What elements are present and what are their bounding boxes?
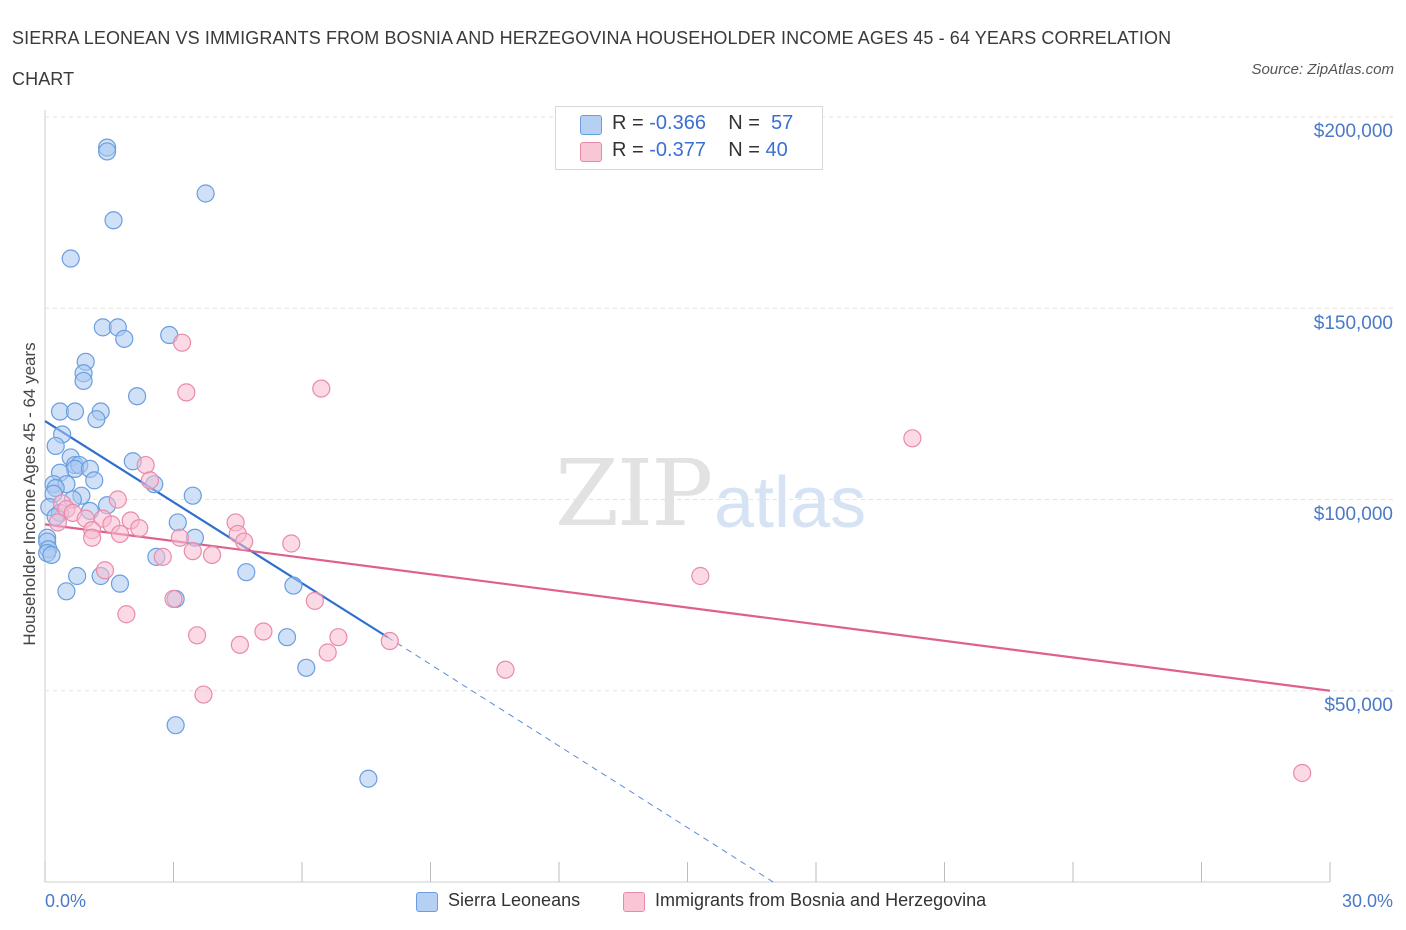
y-tick-label: $50,000 [1324,695,1393,716]
point-bosnia [254,622,273,641]
legend-swatch-blue [416,892,438,912]
point-bosnia [187,626,207,645]
point-bosnia [202,545,222,565]
r-label: R = [612,139,650,161]
point-sierra-leonean [57,582,76,601]
y-tick-label: $150,000 [1313,313,1393,334]
point-bosnia [230,635,249,654]
trend-line-bosnia [44,523,1331,692]
x-tick-label-min: 0.0% [45,891,87,911]
chart-source: Source: ZipAtlas.com [1251,61,1394,78]
point-sierra-leonean [166,716,185,735]
point-sierra-leonean [46,436,65,456]
point-bosnia [83,528,102,547]
point-sierra-leonean [68,566,87,586]
point-bosnia [691,566,710,586]
n-label: N = [728,139,766,161]
r-value: -0.366 [649,112,706,134]
point-bosnia [130,519,149,538]
point-sierra-leonean [237,563,256,582]
point-sierra-leonean [87,410,106,429]
point-bosnia [903,429,922,448]
legend-swatch-pink [580,142,602,162]
point-bosnia [170,528,190,547]
point-bosnia [235,532,254,551]
legend-label: Sierra Leoneans [448,890,581,910]
point-sierra-leonean [74,371,93,391]
legend-swatch-pink [623,892,645,912]
data-points [38,138,1312,788]
n-value: 57 [771,112,794,134]
point-bosnia [1293,763,1312,783]
point-sierra-leonean [65,402,85,421]
n-value: 40 [765,139,788,161]
point-sierra-leonean [127,387,147,406]
point-sierra-leonean [183,486,202,505]
r-label: R = [612,112,650,134]
point-sierra-leonean [42,545,61,565]
point-sierra-leonean [297,658,316,677]
point-sierra-leonean [277,628,297,647]
point-bosnia [136,455,155,475]
point-sierra-leonean [85,471,104,490]
legend-swatch-blue [580,115,602,135]
chart-title: SIERRA LEONEAN VS IMMIGRANTS FROM BOSNIA… [12,28,1172,89]
trend-line-extension [387,636,774,883]
point-bosnia [117,605,136,624]
x-tick-label-max: 30.0% [1341,891,1393,911]
point-bosnia [177,383,196,402]
watermark-zip: ZIP [555,440,711,547]
point-sierra-leonean [104,211,123,230]
point-bosnia [110,524,130,544]
point-bosnia [48,513,67,532]
point-bosnia [305,591,324,610]
point-sierra-leonean [110,574,130,593]
correlation-legend: R = -0.366 N = 57 R = -0.377 N = 40 [555,106,823,170]
trend-lines [44,420,1331,883]
point-sierra-leonean [359,769,378,788]
point-sierra-leonean [61,249,80,268]
point-bosnia [140,471,160,490]
point-sierra-leonean [98,142,117,161]
point-bosnia [496,660,515,679]
y-axis-label: Householder Income Ages 45 - 64 years [20,342,39,646]
point-sierra-leonean [284,576,303,595]
point-bosnia [153,547,172,566]
point-bosnia [108,490,127,509]
watermark-atlas: atlas [714,463,866,543]
point-sierra-leonean [115,329,134,348]
point-sierra-leonean [196,184,215,203]
legend-label: Immigrants from Bosnia and Herzegovina [655,890,987,910]
point-bosnia [329,628,348,647]
y-tick-label: $100,000 [1313,504,1393,525]
r-value: -0.377 [649,139,706,161]
point-bosnia [318,643,337,662]
point-bosnia [164,589,183,609]
point-bosnia [172,333,192,352]
trend-line-sierra-leoneans [44,420,389,639]
y-tick-label: $200,000 [1313,121,1393,142]
gridlines [45,116,1395,692]
point-bosnia [282,534,301,553]
point-bosnia [183,542,202,561]
point-sierra-leonean [168,513,187,532]
point-bosnia [95,561,115,580]
point-bosnia [380,631,399,651]
n-label: N = [728,112,766,134]
point-bosnia [312,379,331,398]
point-bosnia [194,685,213,704]
axes [44,110,1331,883]
